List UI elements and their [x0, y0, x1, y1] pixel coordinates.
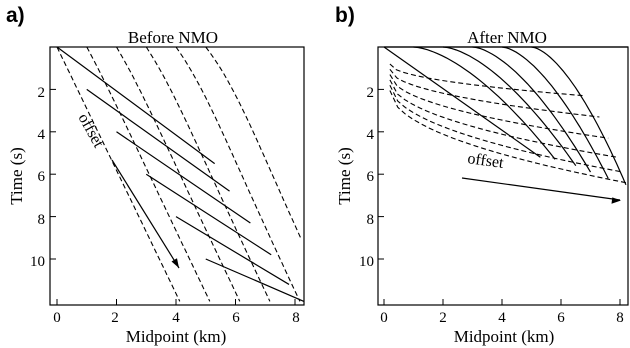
panel-b-ytick-2: 2: [367, 85, 375, 101]
panel-b-dashed-line: [389, 74, 609, 139]
panel-b-dashed-line: [389, 68, 600, 118]
panel-b-offset-arrow-line: [461, 177, 621, 201]
panel-a-dashed-curve: [205, 46, 302, 239]
panel-a-y-axis-label: Time (s): [7, 147, 26, 204]
panel-b-reflection-curve: [413, 46, 556, 160]
panel-a-dashed-curve: [116, 46, 241, 302]
panel-after-nmo: b) After NMO offset 0 2 4 6 8 2 4 6 8 10…: [335, 4, 629, 346]
panel-a-dashed-curve: [145, 46, 271, 302]
panel-b-dashed-line: [389, 79, 618, 158]
panel-a-letter: a): [6, 4, 25, 27]
panel-a-ticks: [50, 88, 296, 305]
panel-a-offset-arrow-line: [111, 159, 180, 269]
panel-b-x-axis-label: Midpoint (km): [454, 327, 555, 346]
panel-b-reflection-curve: [501, 46, 609, 179]
panel-b-letter: b): [335, 4, 355, 27]
panel-b-ytick-6: 6: [367, 169, 375, 185]
panel-b-solid-curves: [383, 46, 628, 186]
panel-a-reflection-line: [116, 131, 251, 224]
panel-b-reflection-curve: [472, 46, 592, 173]
panel-b-title: After NMO: [467, 28, 547, 47]
panel-a-xtick-0: 0: [53, 310, 61, 326]
panel-a-ytick-6: 6: [38, 169, 46, 185]
panel-b-dashed-lines: [389, 63, 627, 184]
panel-b-xtick-2: 2: [439, 310, 447, 326]
panel-a-ytick-8: 8: [38, 212, 46, 228]
panel-a-solid-lines: [56, 46, 305, 302]
panel-a-xtick-2: 2: [111, 310, 119, 326]
panel-a-offset-arrowhead: [171, 258, 179, 268]
panel-a-dashed-curves: [56, 46, 302, 302]
panel-a-xtick-4: 4: [172, 310, 180, 326]
panel-a-reflection-line: [86, 88, 230, 192]
panel-b-xtick-8: 8: [616, 310, 624, 326]
panel-b-dashed-line: [389, 63, 585, 97]
panel-b-dashed-line: [389, 84, 624, 173]
panel-a-title: Before NMO: [128, 28, 218, 47]
panel-b-xtick-6: 6: [557, 310, 565, 326]
panel-b-dashed-line: [389, 90, 627, 184]
panel-b-ticks: [378, 88, 621, 305]
panel-b-ytick-10: 10: [359, 254, 374, 270]
panel-b-y-tick-labels: 2 4 6 8 10: [359, 85, 375, 270]
panel-a-ytick-2: 2: [38, 85, 46, 101]
panel-b-offset-label: offset: [466, 150, 505, 172]
panel-a-dashed-curve: [56, 46, 181, 302]
panel-before-nmo: a) Before NMO offset 0 2 4 6 8 2 4 6 8 1…: [6, 4, 305, 346]
panel-a-y-tick-labels: 2 4 6 8 10: [30, 85, 46, 270]
panel-b-reflection-curve: [531, 46, 627, 186]
panel-b-xtick-0: 0: [380, 310, 388, 326]
panel-b-ytick-4: 4: [367, 127, 375, 143]
panel-a-reflection-line: [175, 216, 290, 285]
panel-b-diagonal-line: [383, 46, 541, 158]
panel-a-offset-label: offset: [75, 111, 108, 151]
panel-a-xtick-6: 6: [232, 310, 240, 326]
panel-a-xtick-8: 8: [292, 310, 300, 326]
panel-a-reflection-line: [56, 46, 216, 165]
panel-a-ytick-10: 10: [30, 254, 45, 270]
panel-a-plot-frame: [49, 46, 305, 306]
panel-b-offset-arrowhead: [611, 197, 621, 204]
panel-b-y-axis-label: Time (s): [335, 147, 354, 204]
panel-b-ytick-8: 8: [367, 212, 375, 228]
panel-b-x-tick-labels: 0 2 4 6 8: [380, 310, 624, 326]
panel-a-dashed-curve: [86, 46, 211, 302]
panel-a-x-tick-labels: 0 2 4 6 8: [53, 310, 300, 326]
panel-a-reflection-line: [145, 173, 272, 256]
panel-a-x-axis-label: Midpoint (km): [126, 327, 227, 346]
panel-b-xtick-4: 4: [498, 310, 506, 326]
panel-a-reflection-line: [205, 258, 305, 302]
panel-a-dashed-curve: [175, 46, 301, 302]
panel-b-reflection-curve: [442, 46, 577, 167]
panel-a-ytick-4: 4: [38, 127, 46, 143]
